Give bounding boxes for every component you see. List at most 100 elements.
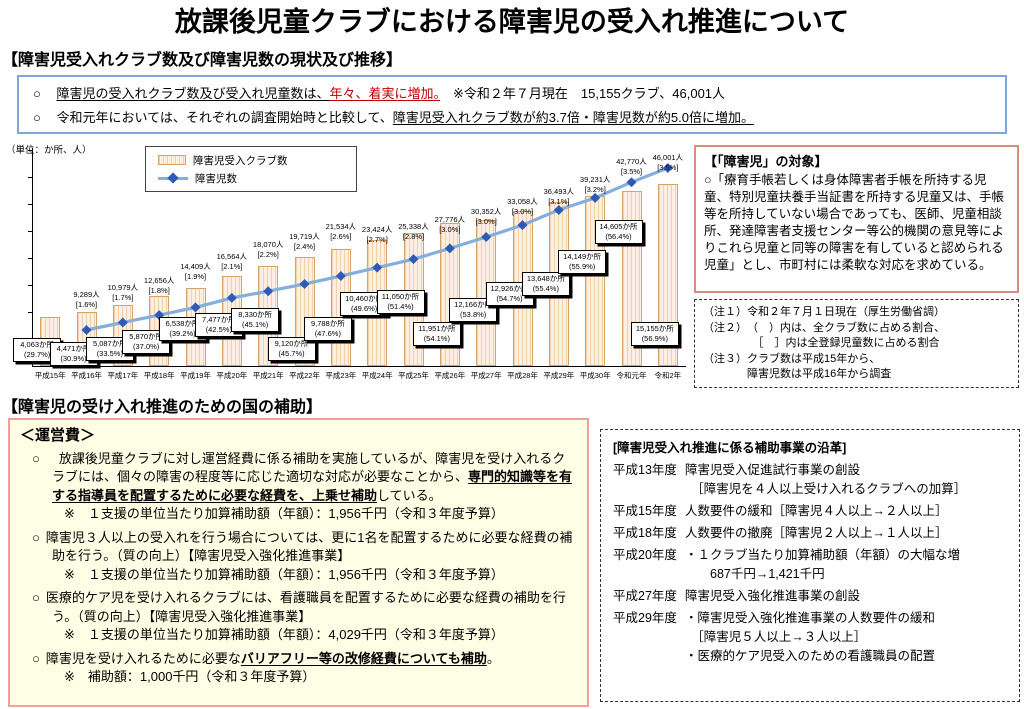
diamond-marker-icon (517, 220, 528, 231)
operating-item-subsidy-amount: ※ １支援の単位当たり加算補助額（年額）：1,956千円（令和３年度予算） (64, 506, 504, 522)
summary-bullet-2: ○ 令和元年においては、それぞれの調査開始時と比較して、障害児受入れクラブ数が約… (33, 107, 991, 126)
history-year: 平成13年度 (613, 463, 677, 477)
children-count-label: 21,534人 [2.6%] (325, 222, 357, 241)
y-axis-tick (28, 231, 32, 232)
diamond-marker-icon (335, 270, 346, 281)
x-axis-label: 平成25年 (398, 371, 429, 380)
history-year: 平成29年度 (613, 611, 677, 625)
y-axis-tick (28, 312, 32, 313)
x-axis-label: 平成28年 (507, 371, 538, 380)
note-line: （注１）令和２年７月１日現在（厚生労働省調） (703, 306, 945, 318)
history-content: 人数要件の撤廃［障害児２人以上→１人以上］ (685, 524, 1007, 543)
children-count-label: 25,338人 [2.8%] (398, 222, 429, 241)
children-count-label: 46,001人 [3.5%] (652, 153, 684, 172)
x-axis-label: 平成23年 (325, 371, 357, 380)
operating-item-subsidy-amount: ※ 補助額：1,000千円（令和３年度予算） (64, 668, 316, 684)
diamond-marker-icon (167, 172, 179, 184)
circle-bullet-icon: ○ (32, 590, 40, 606)
children-count-label: 42,770人 [3.5%] (616, 157, 647, 176)
club-count-label: 12,166か所 (53.8%) (449, 298, 498, 322)
page-title: 放課後児童クラブにおける障害児の受入れ推進について (174, 7, 850, 37)
x-axis-label: 平成19年 (180, 371, 211, 380)
diamond-marker-icon (481, 232, 492, 243)
history-row: 平成13年度 障害児受入促進試行事業の創設 ［障害児を４人以上受け入れるクラブへの… (613, 461, 1007, 499)
x-axis (32, 366, 686, 367)
history-year: 平成15年度 (613, 504, 677, 518)
x-axis-label: 平成22年 (289, 371, 320, 380)
children-count-label: 36,493人 [3.1%] (543, 187, 575, 206)
y-axis-tick (28, 204, 32, 205)
operating-item-subsidy-amount: ※ １支援の単位当たり加算補助額（年額）：4,029千円（令和３年度予算） (64, 627, 504, 643)
history-content: ・１クラブ当たり加算補助額（年額）の大幅な増 687千円→1,421千円 (685, 546, 1007, 584)
circle-bullet-icon: ○ (32, 451, 40, 466)
history-line: ・医療的ケア児受入のための看護職員の配置 (685, 649, 936, 663)
children-count-label: 16,564人 [2.1%] (216, 252, 248, 271)
history-box-heading: [障害児受入れ推進に係る補助事業の沿革] (613, 441, 847, 455)
summary-box: ○ 障害児の受入れクラブ数及び受入れ児童数は、年々、着実に増加。 ※令和２年７月… (17, 75, 1007, 134)
history-year: 平成27年度 (613, 589, 677, 603)
chart: （単位：か所、人） 障害児受入クラブ数 障害児数 平成15年 4,063か所 (2… (2, 140, 690, 390)
club-count-label: 14,605か所 (56.4%) (594, 220, 643, 244)
children-count-label: 27,776人 [3.0%] (434, 215, 466, 234)
note-line: （注２） （ ）内は、全クラブ数に占める割合、 (703, 321, 945, 334)
club-count-label: 6,538か所 (39.2%) (158, 317, 207, 341)
bar-clubs (657, 184, 678, 366)
history-content: 人数要件の緩和［障害児４人以上→２人以上］ (685, 502, 1007, 521)
operating-items: ○ 放課後児童クラブに対し運営経費に係る補助を実施しているが、障害児を受け入れる… (20, 450, 577, 686)
x-axis-label: 平成30年 (579, 371, 611, 380)
x-axis-label: 平成24年 (361, 371, 393, 380)
y-axis (32, 148, 33, 367)
diamond-marker-icon (226, 292, 237, 303)
history-row: 平成29年度 ・障害児受入強化推進事業の人数要件の緩和 ［障害児５人以上→３人以上… (613, 609, 1007, 666)
diamond-marker-icon (117, 317, 128, 328)
x-axis-label: 令和元年 (616, 371, 647, 380)
history-line: 人数要件の撤廃［障害児２人以上→１人以上］ (685, 526, 948, 540)
diamond-marker-icon (408, 254, 419, 265)
club-count-label: 14,149か所 (55.9%) (558, 250, 607, 274)
diamond-marker-icon (299, 278, 310, 289)
children-count-label: 10,979人 [1.7%] (107, 283, 139, 302)
note-line: 障害児数は平成16年から調査 (703, 368, 892, 381)
club-count-label: 9,788か所 (47.6%) (303, 317, 352, 341)
history-line: 687千円→1,421千円 (685, 567, 825, 581)
summary-bullet-1: ○ 障害児の受入れクラブ数及び受入れ児童数は、年々、着実に増加。 ※令和２年７月… (33, 83, 991, 102)
history-line: 人数要件の緩和［障害児４人以上→２人以上］ (685, 504, 948, 518)
club-count-label: 7,477か所 (42.5%) (194, 313, 243, 337)
chart-legend: 障害児受入クラブ数 障害児数 (145, 146, 357, 192)
circle-bullet-icon: ○ (32, 529, 40, 545)
target-box-body: ○「療育手帳若しくは身体障害者手帳を所持する児童、特別児童扶養手当証書を所持する… (704, 173, 1005, 272)
history-row: 平成18年度 人数要件の撤廃［障害児２人以上→１人以上］ (613, 524, 1007, 543)
x-axis-label: 平成29年 (543, 371, 575, 380)
circle-bullet-icon: ○ (32, 650, 40, 666)
history-row: 平成15年度 人数要件の緩和［障害児４人以上→２人以上］ (613, 502, 1007, 521)
operating-cost-box: ＜運営費＞ ○ 放課後児童クラブに対し運営経費に係る補助を実施しているが、障害児… (8, 418, 589, 707)
children-count-label: 14,409人 [1.9%] (180, 262, 211, 281)
x-axis-label: 令和2年 (654, 371, 682, 380)
summary-bullet-2-text: 令和元年においては、それぞれの調査開始時と比較して、障害児受入れクラブ数が約3.… (56, 110, 754, 126)
operating-item: ○ 障害児３人以上の受入れを行う場合については、更に1名を配置するために必要な経費… (20, 529, 577, 584)
x-axis-label: 平成17年 (107, 371, 139, 380)
chart-unit-label: （単位：か所、人） (6, 145, 92, 156)
diamond-marker-icon (553, 204, 564, 215)
diamond-marker-icon (81, 325, 92, 335)
children-count-label: 33,058人 [3.0%] (507, 197, 538, 216)
legend-entry-clubs: 障害児受入クラブ数 (158, 153, 344, 168)
target-definition-box: 【「障害児」の対象】 ○「療育手帳若しくは身体障害者手帳を所持する児童、特別児童… (694, 145, 1019, 293)
children-count-label: 30,352人 [3.0%] (470, 207, 502, 226)
club-count-label: 15,155か所 (56.9%) (630, 322, 679, 346)
children-count-label: 9,289人 [1.6%] (73, 290, 100, 309)
children-count-label: 19,719人 [2.4%] (289, 232, 320, 251)
circle-bullet-icon: ○ (33, 110, 41, 126)
section1-heading: 【障害児受入れクラブ数及び障害児数の現状及び推移】 (2, 52, 403, 69)
children-count-label: 23,424人 [2.7%] (361, 225, 393, 244)
bar-swatch-icon (158, 155, 186, 165)
history-row: 平成20年度 ・１クラブ当たり加算補助額（年額）の大幅な増 687千円→1,421… (613, 546, 1007, 584)
x-axis-label: 平成16年 (71, 371, 102, 380)
history-content: 障害児受入強化推進事業の創設 (685, 587, 1007, 606)
legend-label-clubs: 障害児受入クラブ数 (193, 154, 288, 167)
history-line: ・障害児受入強化推進事業の人数要件の緩和 (685, 611, 936, 625)
history-year: 平成20年度 (613, 548, 677, 562)
diamond-marker-icon (372, 262, 383, 273)
history-box: [障害児受入れ推進に係る補助事業の沿革] 平成13年度 障害児受入促進試行事業の創… (600, 429, 1020, 702)
